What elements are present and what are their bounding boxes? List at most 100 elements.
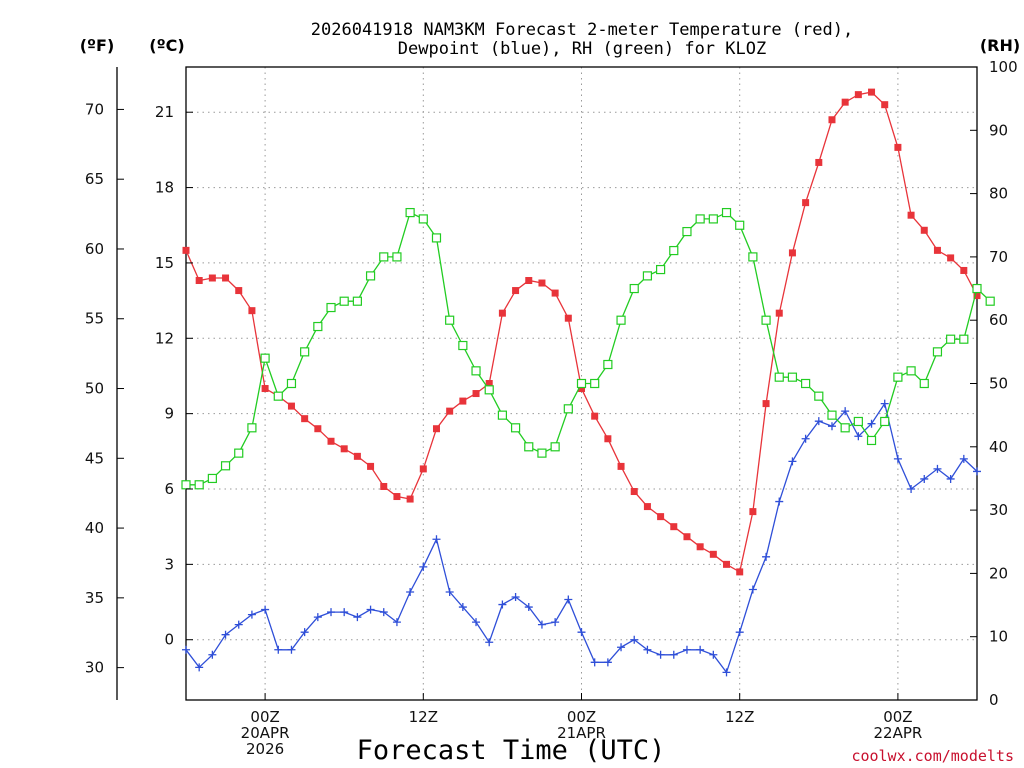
data-point [498, 600, 507, 609]
fahrenheit-tick-label: 60 [85, 240, 104, 258]
temperature-series [182, 88, 981, 576]
data-point [418, 214, 428, 224]
data-point [853, 416, 863, 427]
data-point [696, 645, 705, 654]
data-point [920, 474, 929, 483]
rh-tick-label: 20 [989, 564, 1008, 582]
data-point [208, 274, 216, 282]
data-point [261, 385, 269, 393]
data-point [366, 605, 375, 614]
data-point [326, 302, 336, 313]
data-point [840, 423, 850, 433]
celsius-tick-label: 3 [164, 555, 174, 573]
data-point [828, 116, 836, 124]
data-point [340, 445, 348, 453]
data-point [379, 608, 388, 617]
data-point [287, 402, 295, 410]
data-point [708, 214, 718, 224]
data-point [195, 277, 203, 285]
data-point [841, 98, 849, 106]
data-point [603, 359, 613, 370]
data-point [208, 650, 217, 659]
data-point [550, 442, 560, 452]
chart-title-line2: Dewpoint (blue), RH (green) for KLOZ [398, 39, 766, 59]
data-point [445, 315, 455, 325]
data-point [919, 378, 929, 389]
data-point [274, 645, 283, 654]
rh-tick-label: 50 [989, 375, 1008, 393]
data-point [525, 277, 533, 285]
credit-link[interactable]: coolwx.com/modelts [851, 747, 1014, 765]
data-point [431, 233, 442, 243]
rh-tick-label: 40 [989, 438, 1008, 456]
data-point [814, 391, 824, 401]
data-point [406, 495, 414, 503]
data-point [419, 465, 427, 473]
data-point [893, 372, 903, 382]
data-point [946, 474, 955, 483]
data-point [854, 91, 862, 99]
data-point [379, 252, 389, 262]
time-tick-label: 12Z [725, 708, 754, 726]
time-tick-label: 21APR [557, 724, 606, 742]
chart-title-line1: 2026041918 NAM3KM Forecast 2-meter Tempe… [311, 20, 853, 40]
time-tick-label: 2026 [246, 740, 284, 758]
data-point [564, 595, 573, 604]
data-point [788, 249, 796, 257]
celsius-tick-label: 9 [164, 405, 174, 423]
data-point [485, 638, 494, 647]
data-point [894, 143, 902, 151]
data-point [907, 485, 916, 493]
data-point [932, 347, 943, 357]
dewpoint-series [182, 399, 981, 677]
data-point [182, 246, 190, 254]
data-point [787, 372, 798, 382]
fahrenheit-tick-label: 70 [85, 100, 104, 118]
data-point [234, 448, 244, 458]
time-tick-label: 22APR [873, 724, 922, 742]
data-point [301, 415, 309, 423]
data-point [775, 497, 784, 506]
data-point [748, 252, 758, 262]
celsius-tick-label: 6 [164, 480, 174, 498]
data-point [510, 423, 521, 433]
data-point [458, 603, 467, 612]
data-point [722, 668, 731, 677]
time-tick-label: 20APR [241, 724, 290, 742]
data-point [313, 321, 323, 332]
rh-axis: 0 10 20 30 40 50 60 70 80 90 100 [970, 58, 1018, 709]
rh-series [181, 207, 995, 490]
data-point [906, 366, 916, 376]
x-axis-label: Forecast Time (UTC) [357, 735, 666, 766]
data-point [406, 587, 415, 596]
fahrenheit-tick-label: 35 [85, 589, 104, 607]
data-point [683, 533, 691, 541]
data-point [762, 552, 771, 561]
data-point [947, 254, 955, 262]
data-point [656, 650, 665, 659]
data-point [313, 613, 322, 622]
data-point [314, 425, 322, 433]
data-point [827, 422, 836, 431]
data-point [365, 271, 376, 281]
data-point [775, 309, 783, 317]
data-point [709, 550, 717, 558]
data-point [353, 613, 362, 622]
rh-tick-label: 60 [989, 311, 1008, 329]
celsius-tick-label: 15 [155, 254, 174, 272]
data-point [512, 287, 520, 295]
data-point [235, 287, 243, 295]
fahrenheit-tick-label: 50 [85, 380, 104, 398]
data-point [590, 378, 600, 389]
fahrenheit-tick-label: 65 [85, 170, 104, 188]
data-point [630, 635, 639, 644]
data-point [933, 246, 941, 254]
data-point [300, 347, 310, 357]
data-point [182, 645, 190, 654]
fahrenheit-axis: 30 35 40 45 50 55 60 65 70 [85, 100, 124, 677]
data-point [577, 628, 586, 637]
data-point [393, 493, 401, 501]
data-point [736, 568, 744, 576]
data-point [247, 423, 257, 433]
